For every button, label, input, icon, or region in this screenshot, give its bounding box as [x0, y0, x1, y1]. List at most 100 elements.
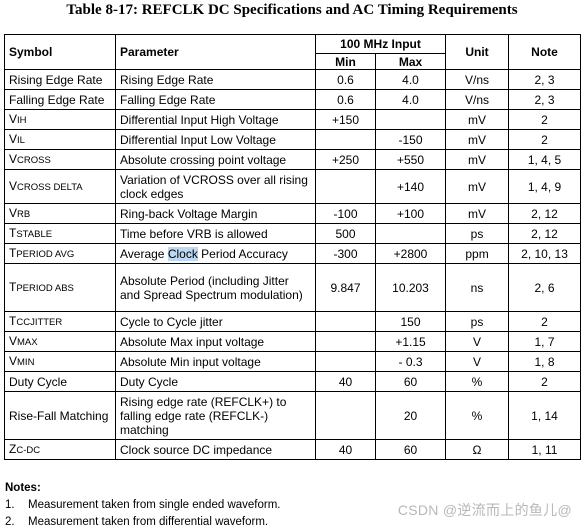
note-item: 2. Measurement taken from differential w…: [5, 514, 280, 531]
parameter-text: Period Accuracy: [197, 246, 288, 261]
symbol-main: T: [9, 313, 17, 328]
header-parameter: Parameter: [115, 34, 316, 70]
note-text: Measurement taken from differential wave…: [28, 516, 269, 528]
max-cell: 20: [374, 391, 447, 440]
symbol-cell: ZC-DC: [4, 439, 116, 460]
min-cell: [315, 391, 376, 440]
unit-cell: mV: [445, 149, 510, 170]
symbol-cell: VMAX: [4, 331, 116, 352]
min-cell: 9.847: [315, 263, 376, 312]
min-cell: 0.6: [315, 89, 376, 110]
symbol-subscript: IH: [17, 114, 27, 126]
note-number: 2.: [5, 516, 15, 528]
min-cell: 40: [315, 371, 376, 392]
table-row: TPERIOD ABS Absolute Period (including Ji…: [4, 263, 582, 312]
max-cell: 60: [374, 439, 447, 460]
symbol-cell: TSTABLE: [4, 223, 116, 244]
parameter-text: Average: [120, 246, 168, 261]
table-row: Falling Edge Rate Falling Edge Rate 0.6 4.0…: [4, 89, 582, 110]
symbol-subscript: MIN: [17, 356, 35, 368]
unit-cell: V: [445, 351, 510, 372]
max-cell: 4.0: [374, 69, 447, 90]
symbol-main: T: [9, 245, 17, 260]
symbol-subscript: CROSS DELTA: [17, 181, 83, 193]
note-cell: 1, 11: [508, 439, 582, 460]
note-cell: 2, 12: [508, 203, 582, 224]
note-cell: 2, 6: [508, 263, 582, 312]
parameter-cell: Absolute Max input voltage: [115, 331, 316, 352]
symbol-cell: VRB: [4, 203, 116, 224]
symbol-main: Duty Cycle: [9, 374, 68, 389]
symbol-main: V: [9, 131, 18, 146]
note-item: 1. Measurement taken from single ended w…: [5, 497, 280, 514]
symbol-subscript: CROSS: [17, 154, 51, 166]
min-cell: [315, 311, 376, 332]
unit-cell: ppm: [445, 243, 510, 264]
symbol-subscript: PERIOD AVG: [16, 248, 75, 260]
parameter-cell: Time before VRB is allowed: [115, 223, 316, 244]
header-min: Min: [315, 53, 376, 70]
note-cell: 2, 12: [508, 223, 582, 244]
table-row: Duty Cycle Duty Cycle 40 60% 2: [4, 371, 582, 392]
unit-cell: ns: [445, 263, 510, 312]
unit-cell: %: [445, 371, 510, 392]
parameter-cell: Falling Edge Rate: [115, 89, 316, 110]
max-cell: [374, 109, 447, 130]
parameter-cell: Cycle to Cycle jitter: [115, 311, 316, 332]
note-cell: 1, 7: [508, 331, 582, 352]
parameter-cell: Differential Input High Voltage: [115, 109, 316, 130]
symbol-main: T: [9, 279, 17, 294]
parameter-cell: Variation of VCROSS over all rising cloc…: [115, 169, 316, 204]
symbol-subscript: PERIOD ABS: [16, 282, 74, 294]
table-row: VIH Differential Input High Voltage +150 mV…: [4, 109, 582, 130]
unit-cell: %: [445, 391, 510, 440]
table-row: VMAX Absolute Max input voltage +1.15 V 1, 7: [4, 331, 582, 352]
max-cell: +140: [374, 169, 447, 204]
max-cell: 4.0: [374, 89, 447, 110]
symbol-subscript: IL: [17, 134, 25, 146]
header-input-group: 100 MHz Input: [314, 34, 447, 54]
table-row: TPERIOD AVG Average Clock Period Accuracy…: [4, 243, 582, 264]
symbol-cell: VMIN: [4, 351, 116, 372]
unit-cell: mV: [445, 169, 510, 204]
symbol-main: V: [9, 178, 18, 193]
note-cell: 2: [508, 311, 582, 332]
parameter-subscript: RB: [194, 226, 212, 241]
symbol-main: Falling Edge Rate: [9, 92, 105, 107]
table-title: Table 8-17: REFCLK DC Specifications and…: [66, 2, 518, 18]
parameter-cell: Absolute crossing point voltage: [115, 149, 316, 170]
symbol-subscript: MAX: [17, 336, 38, 348]
symbol-cell: Rise-Fall Matching: [4, 391, 116, 440]
symbol-cell: Falling Edge Rate: [4, 89, 116, 110]
table-row: VRB Ring-back Voltage Margin -100 +100 mV 2, …: [4, 203, 582, 224]
table-row: VCROSS DELTA Variation of VCROSS over all…: [4, 169, 582, 204]
note-cell: 2, 10, 13: [508, 243, 582, 264]
symbol-subscript: RB: [17, 208, 31, 220]
notes-section: Notes: 1. Measurement taken from single …: [5, 480, 280, 531]
symbol-main: V: [9, 151, 18, 166]
header-symbol: Symbol: [4, 34, 116, 70]
note-cell: 2: [508, 109, 582, 130]
symbol-main: Rise-Fall Matching: [9, 408, 109, 423]
header-unit: Unit: [445, 34, 510, 70]
watermark: CSDN @逆流而上的鱼儿@: [397, 502, 572, 518]
min-cell: [315, 169, 376, 204]
table-row: VCROSS Absolute crossing point voltage +25…: [4, 149, 582, 170]
min-cell: 500: [315, 223, 376, 244]
max-cell: -150: [374, 129, 447, 150]
max-cell: - 0.3: [374, 351, 447, 372]
symbol-cell: Rising Edge Rate: [4, 69, 116, 90]
symbol-main: Z: [9, 441, 17, 456]
table-row: TSTABLE Time before VRB is allowed 500 ps 2,…: [4, 223, 582, 244]
min-cell: +150: [315, 109, 376, 130]
symbol-main: V: [9, 111, 18, 126]
parameter-cell: Absolute Min input voltage: [115, 351, 316, 372]
table-row: Rising Edge Rate Rising Edge Rate 0.6 4.0 V/…: [4, 69, 582, 90]
min-cell: 0.6: [315, 69, 376, 90]
symbol-subscript: CCJITTER: [16, 316, 63, 328]
symbol-subscript: STABLE: [16, 228, 53, 240]
parameter-cell: Rising Edge Rate: [115, 69, 316, 90]
max-cell: 150: [374, 311, 447, 332]
symbol-subscript: C-DC: [16, 444, 41, 456]
unit-cell: V: [445, 331, 510, 352]
